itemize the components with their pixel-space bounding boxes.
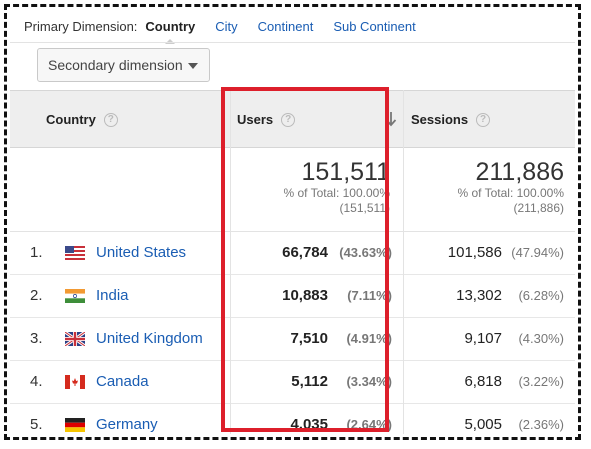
row-rank: 4. — [30, 373, 43, 390]
column-label: Users — [237, 112, 274, 127]
help-icon[interactable]: ? — [476, 112, 491, 127]
us-flag-icon — [65, 246, 85, 260]
sessions-percent: (2.36%) — [518, 417, 564, 432]
table-row: 5. Germany 4,035 (2.64%) 5,005 (2.36%) — [10, 404, 575, 434]
column-separator — [230, 90, 231, 434]
users-total-pct: % of Total: 100.00% — [283, 186, 390, 200]
sessions-total-value: 211,886 — [475, 158, 564, 186]
sessions-percent: (47.94%) — [511, 245, 564, 260]
sessions-value: 9,107 — [464, 330, 502, 347]
users-value: 10,883 — [282, 287, 328, 304]
sessions-percent: (4.30%) — [518, 331, 564, 346]
uk-flag-icon — [65, 332, 85, 346]
secondary-dimension-dropdown[interactable]: Secondary dimension — [37, 48, 210, 82]
users-total: 151,511 % of Total: 100.00% (151,511) — [283, 158, 390, 216]
row-rank: 5. — [30, 416, 43, 433]
sort-descending-icon[interactable] — [385, 111, 397, 127]
divider — [10, 42, 575, 43]
users-percent: (4.91%) — [346, 331, 392, 346]
row-rank: 1. — [30, 244, 43, 261]
dashed-frame: Primary Dimension: Country City Continen… — [4, 4, 581, 440]
primary-dimension-country[interactable]: Country — [145, 18, 196, 44]
sessions-percent: (6.28%) — [518, 288, 564, 303]
users-value: 5,112 — [291, 373, 328, 390]
table-row: 1. United States 66,784 (43.63%) 101,586… — [10, 232, 575, 275]
ca-flag-icon — [65, 375, 85, 389]
users-value: 66,784 — [282, 244, 328, 261]
country-link[interactable]: India — [96, 287, 129, 304]
sessions-total-pct: % of Total: 100.00% — [457, 186, 564, 200]
sessions-total-abs: (211,886) — [513, 201, 564, 215]
primary-dimension-continent[interactable]: Continent — [257, 18, 314, 34]
column-label: Country — [46, 112, 96, 127]
column-label: Sessions — [411, 112, 469, 127]
users-percent: (2.64%) — [346, 417, 392, 432]
users-percent: (7.11%) — [347, 288, 392, 303]
users-value: 4,035 — [290, 416, 328, 433]
column-header-users[interactable]: Users ? — [237, 91, 397, 148]
users-value: 7,510 — [290, 330, 328, 347]
country-link[interactable]: Canada — [96, 373, 149, 390]
row-rank: 3. — [30, 330, 43, 347]
users-total-abs: (151,511) — [339, 201, 390, 215]
help-icon[interactable]: ? — [281, 112, 296, 127]
sessions-value: 101,586 — [447, 244, 502, 261]
column-header-country[interactable]: Country ? — [46, 91, 118, 148]
totals-row: 151,511 % of Total: 100.00% (151,511) 21… — [10, 148, 575, 232]
country-link[interactable]: Germany — [96, 416, 158, 433]
country-link[interactable]: United States — [96, 244, 187, 261]
sessions-percent: (3.22%) — [518, 374, 564, 389]
primary-dimension-city[interactable]: City — [215, 18, 238, 34]
users-total-value: 151,511 — [301, 158, 390, 186]
table-row: 4. Canada 5,112 (3.34%) 6,818 (3.22%) — [10, 361, 575, 404]
column-header-sessions[interactable]: Sessions ? — [411, 91, 491, 148]
sessions-value: 13,302 — [456, 287, 502, 304]
country-link[interactable]: United Kingdom — [96, 330, 203, 347]
table-row: 2. India 10,883 (7.11%) 13,302 (6.28%) — [10, 275, 575, 318]
de-flag-icon — [65, 418, 85, 432]
in-flag-icon — [65, 289, 85, 303]
report-panel: Primary Dimension: Country City Continen… — [10, 10, 575, 434]
secondary-dimension-label: Secondary dimension — [48, 57, 183, 73]
column-separator — [403, 90, 404, 434]
table-row: 3. United Kingdom 7,510 (4.91%) 9,107 (4… — [10, 318, 575, 361]
table-header: Country ? Users ? Sessions ? — [10, 90, 575, 148]
sessions-total: 211,886 % of Total: 100.00% (211,886) — [457, 158, 564, 216]
users-percent: (3.34%) — [346, 374, 392, 389]
primary-dimension-sub-continent[interactable]: Sub Continent — [333, 18, 416, 34]
users-percent: (43.63%) — [339, 245, 392, 260]
primary-dimension-label: Primary Dimension: — [24, 18, 138, 34]
help-icon[interactable]: ? — [103, 112, 118, 127]
sessions-value: 6,818 — [464, 373, 502, 390]
chevron-down-icon — [188, 63, 198, 69]
row-rank: 2. — [30, 287, 43, 304]
sessions-value: 5,005 — [464, 416, 502, 433]
primary-dimension-bar: Primary Dimension: Country City Continen… — [10, 10, 575, 44]
